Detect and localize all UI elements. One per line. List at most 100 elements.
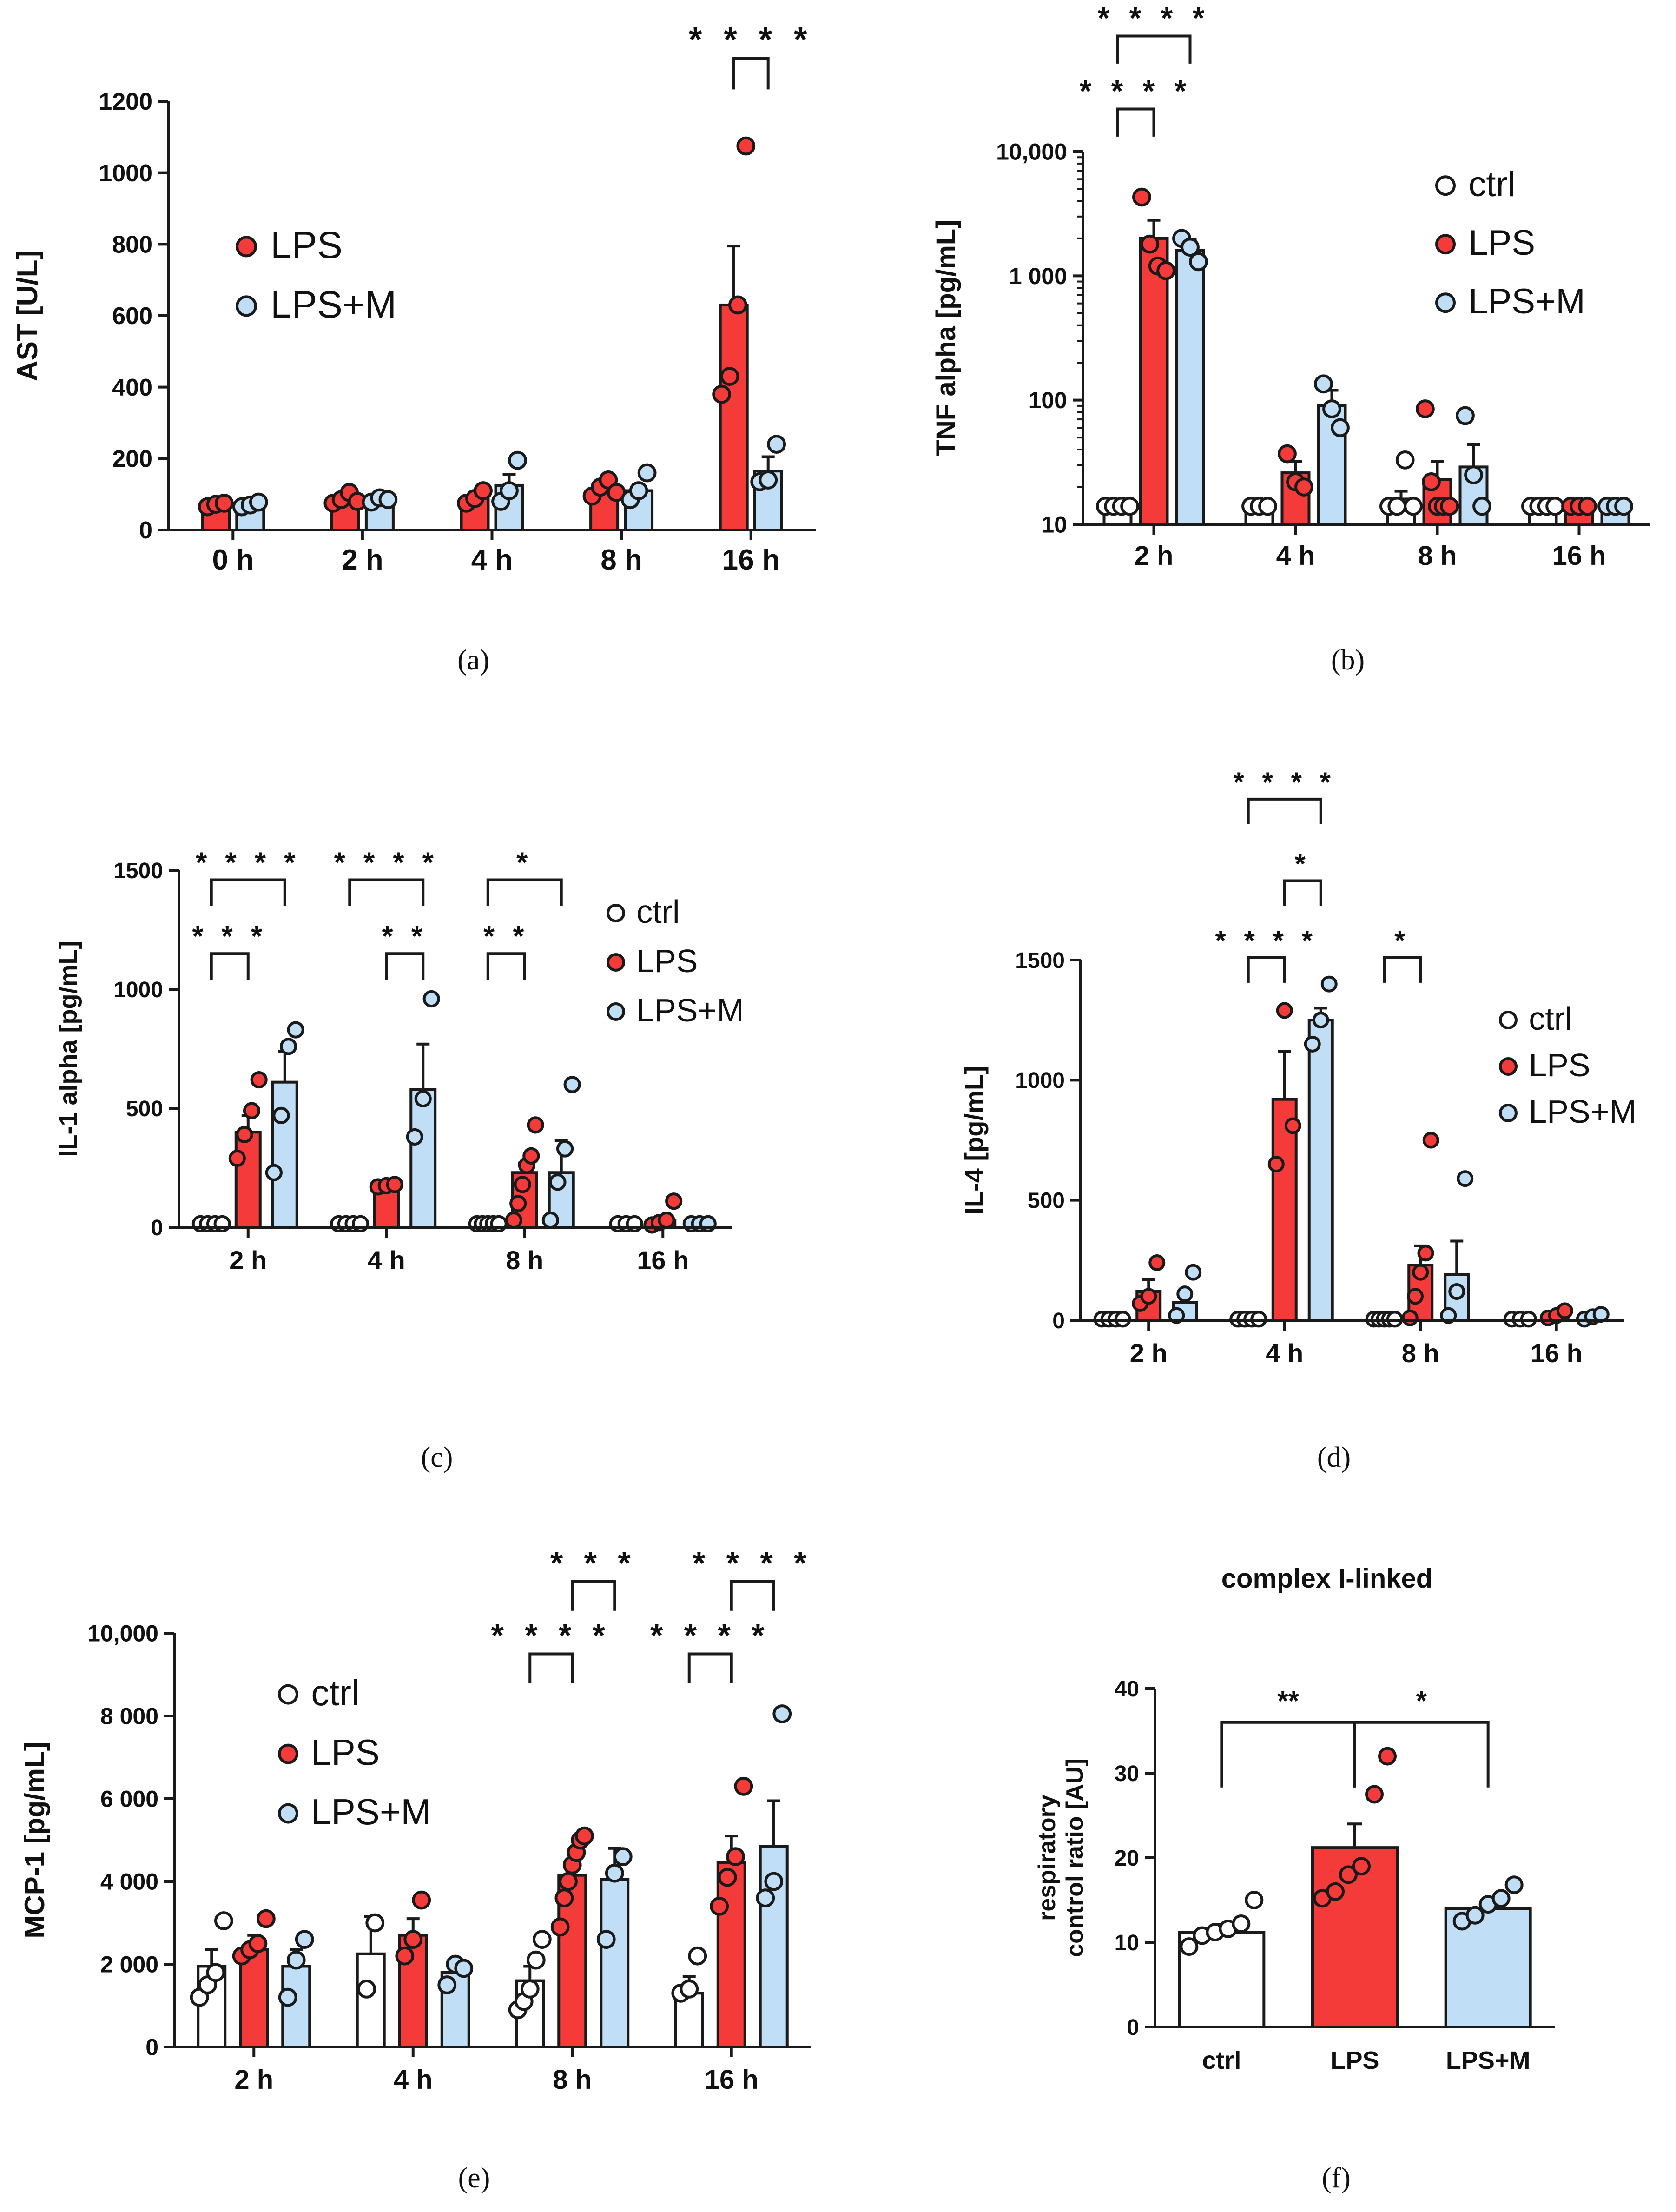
data-point bbox=[403, 1930, 423, 1949]
data-point bbox=[734, 1776, 753, 1796]
x-tick-label: 16 h bbox=[722, 544, 780, 576]
data-point bbox=[1132, 187, 1151, 207]
data-point bbox=[613, 1847, 633, 1867]
y-axis-label: MCP-1 [pg/mL] bbox=[19, 1742, 50, 1938]
data-point bbox=[607, 953, 625, 972]
data-point bbox=[1294, 477, 1313, 497]
data-point bbox=[1404, 497, 1423, 516]
data-point bbox=[1314, 374, 1333, 394]
data-point bbox=[1491, 1889, 1511, 1908]
data-point bbox=[454, 1959, 474, 1978]
significance-bracket bbox=[1116, 107, 1155, 137]
y-axis-label: IL-4 [pg/mL] bbox=[959, 1066, 989, 1214]
significance-label: * * * * bbox=[1234, 767, 1336, 798]
data-point bbox=[1422, 1132, 1439, 1149]
data-point bbox=[1440, 497, 1459, 516]
data-point bbox=[505, 1212, 522, 1229]
data-point bbox=[1232, 1914, 1251, 1933]
data-point bbox=[626, 1215, 643, 1232]
data-point bbox=[414, 1090, 432, 1108]
y-tick-label: 1 000 bbox=[1009, 263, 1067, 289]
y-tick-label: 20 bbox=[1115, 1846, 1139, 1871]
significance-label: * * * * bbox=[1215, 925, 1318, 956]
data-point bbox=[596, 1930, 616, 1949]
data-point bbox=[1578, 497, 1597, 516]
significance-bracket bbox=[486, 878, 563, 906]
bar-LPSplusM bbox=[600, 1878, 630, 2049]
data-point bbox=[1417, 1245, 1434, 1262]
legend-label: ctrl bbox=[1468, 165, 1515, 204]
data-point bbox=[1435, 175, 1456, 196]
y-tick-label: 200 bbox=[112, 446, 152, 473]
data-point bbox=[365, 1913, 385, 1933]
x-tick-label: 8 h bbox=[506, 1245, 543, 1275]
data-point bbox=[1312, 1012, 1329, 1029]
y-tick-label: 10,000 bbox=[87, 1621, 158, 1647]
data-point bbox=[559, 1872, 578, 1891]
legend-label: LPS bbox=[636, 943, 698, 979]
data-point bbox=[1401, 1309, 1419, 1326]
significance-bracket bbox=[1116, 34, 1192, 64]
significance-bracket bbox=[385, 952, 425, 980]
chart-panel-a: 0 200 400 600 800 1000 1200 0 h 2 h 4 h 8 h 16 h AST… bbox=[12, 20, 816, 676]
significance-bracket bbox=[1383, 956, 1422, 983]
significance-label: * bbox=[1416, 1685, 1427, 1716]
significance-label: * * * * bbox=[1098, 1, 1210, 35]
data-point bbox=[680, 1980, 699, 1999]
x-tick-label: 2 h bbox=[234, 2065, 273, 2095]
data-point bbox=[1245, 1891, 1264, 1909]
significance-bracket bbox=[687, 1652, 733, 1683]
significance-bracket bbox=[1247, 797, 1322, 824]
data-point bbox=[357, 1980, 376, 1999]
data-point bbox=[1304, 1035, 1321, 1053]
data-point bbox=[1140, 234, 1160, 254]
x-tick-label: 16 h bbox=[1552, 541, 1606, 571]
data-point bbox=[272, 1106, 290, 1124]
significance-label: * bbox=[516, 847, 533, 879]
x-tick-label: 8 h bbox=[600, 544, 642, 576]
significance-bracket bbox=[732, 57, 770, 90]
data-point bbox=[1614, 497, 1633, 516]
data-point bbox=[1276, 1002, 1293, 1019]
data-point bbox=[710, 1897, 729, 1916]
y-tick-label: 500 bbox=[126, 1097, 163, 1121]
data-point bbox=[1148, 1254, 1166, 1271]
chart-panel-c: 0 500 1000 1500 2 h 4 h 8 h 16 h IL-1 alpha [pg/… bbox=[54, 847, 744, 1473]
x-tick-label: 2 h bbox=[342, 544, 383, 576]
bar-LPS bbox=[1139, 237, 1169, 526]
significance-label: * * * * bbox=[693, 1545, 812, 1581]
chart-title: complex I-linked bbox=[1221, 1563, 1432, 1594]
y-tick-label: 800 bbox=[112, 232, 152, 258]
x-tick-label: LPS bbox=[1330, 2046, 1379, 2074]
data-point bbox=[508, 450, 527, 470]
x-tick-label: 8 h bbox=[553, 2065, 592, 2095]
legend-label: LPS+M bbox=[311, 1791, 431, 1832]
significance-bracket bbox=[210, 952, 250, 980]
data-point bbox=[236, 1126, 253, 1143]
panel-caption: (a) bbox=[457, 644, 489, 676]
data-point bbox=[1326, 1882, 1345, 1901]
chart-panel-d: 0 500 1000 1500 2 h 4 h 8 h 16 h IL-4 [pg/mL] ctr… bbox=[959, 767, 1636, 1473]
data-point bbox=[406, 1128, 423, 1146]
data-point bbox=[688, 1946, 707, 1966]
y-tick-label: 1000 bbox=[99, 160, 152, 187]
data-point bbox=[514, 1176, 531, 1193]
panel-caption: (e) bbox=[458, 2162, 490, 2194]
data-point bbox=[712, 384, 731, 404]
x-tick-label: 16 h bbox=[637, 1245, 689, 1275]
x-tick-label: 4 h bbox=[368, 1245, 405, 1275]
y-tick-label: 600 bbox=[112, 303, 152, 330]
legend-label: LPS+M bbox=[636, 992, 744, 1028]
data-point bbox=[665, 1192, 683, 1210]
significance-label: * * * bbox=[550, 1545, 637, 1581]
data-point bbox=[278, 1987, 297, 2007]
data-point bbox=[1352, 1857, 1371, 1876]
data-point bbox=[1378, 1747, 1397, 1766]
data-point bbox=[278, 1743, 298, 1764]
panel-caption: (d) bbox=[1317, 1442, 1351, 1473]
x-tick-label: LPS+M bbox=[1446, 2046, 1531, 2074]
data-point bbox=[549, 1173, 567, 1191]
legend-label: LPS bbox=[311, 1732, 379, 1773]
data-point bbox=[279, 1038, 297, 1055]
data-point bbox=[772, 1704, 792, 1723]
